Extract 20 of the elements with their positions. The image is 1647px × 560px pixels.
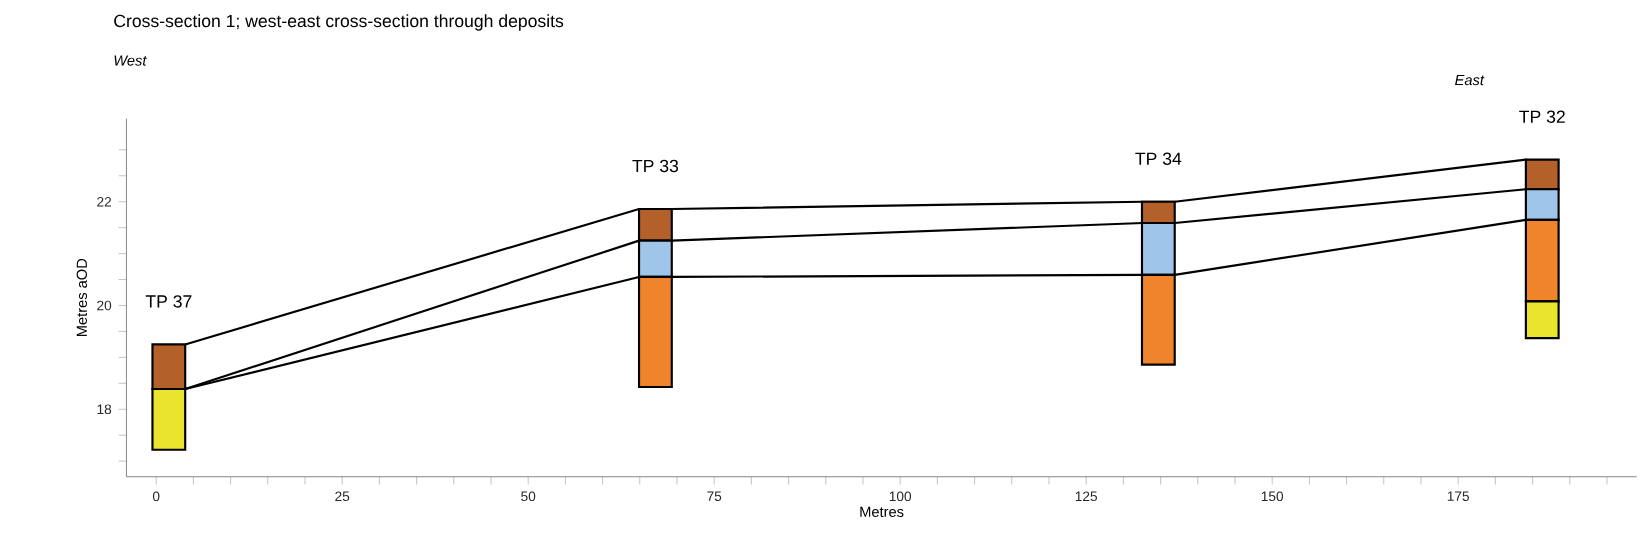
y-tick-label: 22	[97, 197, 112, 207]
text: West	[114, 55, 147, 66]
x-tick-label: 175	[1447, 491, 1469, 502]
x-tick-label: 25	[335, 491, 350, 502]
x-tick-label: 125	[1075, 491, 1097, 502]
x-tick-label: 150	[1261, 491, 1284, 502]
y-axis-title: Metres aOD	[76, 259, 87, 337]
x-tick-label: 100	[889, 491, 912, 502]
y-tick-label: 20	[97, 300, 112, 311]
y-tick-label: 18	[97, 404, 112, 415]
annotation: TP 33	[632, 159, 679, 173]
annotation: TP 37	[145, 295, 192, 308]
x-axis-title: Metres	[860, 506, 904, 518]
x-tick-label: 75	[707, 491, 722, 502]
annotation: TP 32	[1519, 110, 1565, 124]
annotation: TP 34	[1135, 152, 1182, 166]
x-tick-label: 0	[152, 491, 160, 502]
text: East	[1455, 75, 1485, 86]
chart-title: Cross-section 1; west-east cross-section through deposits	[114, 14, 564, 31]
x-tick-label: 50	[521, 491, 536, 502]
